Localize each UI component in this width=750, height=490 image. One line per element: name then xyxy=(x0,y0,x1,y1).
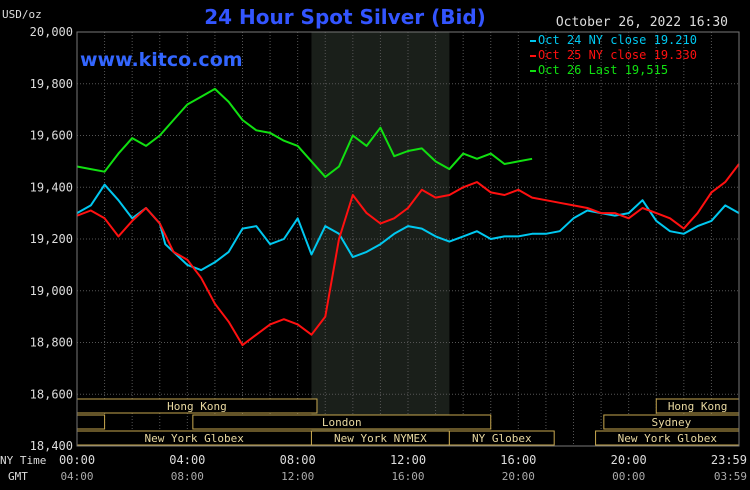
x-axis-label-ny: NY Time xyxy=(0,454,46,467)
x-axis-label-gmt: GMT xyxy=(8,470,28,483)
session-label: New York Globex xyxy=(145,432,245,445)
y-tick-label: 19,800 xyxy=(30,77,73,91)
x-tick-label-gmt: 03:59 xyxy=(714,470,747,483)
y-tick-label: 19,200 xyxy=(30,232,73,246)
y-tick-label: 19,000 xyxy=(30,284,73,298)
legend-entry: Oct 24 NY close 19.210 xyxy=(538,33,697,47)
x-tick-label-gmt: 04:00 xyxy=(60,470,93,483)
x-tick-label-ny: 20:00 xyxy=(611,453,647,467)
plot-area-group: Hong Kong Hong Kong London Sydney New York G… xyxy=(76,31,740,447)
session-label: New York NYMEX xyxy=(334,432,427,445)
session-label: New York Globex xyxy=(618,432,718,445)
legend-entry: Oct 26 Last 19,515 xyxy=(538,63,668,77)
y-tick-label: 20,000 xyxy=(30,25,73,39)
session-bar xyxy=(192,414,492,430)
x-tick-labels: 00:00 04:00 04:00 08:00 08:00 12:00 12:00 16:00… xyxy=(59,453,747,483)
market-sessions: Hong Kong Hong Kong London Sydney New York G… xyxy=(76,398,740,446)
session-label: NY Globex xyxy=(472,432,532,445)
y-tick-label: 18,600 xyxy=(30,387,73,401)
watermark: www.kitco.com xyxy=(80,49,243,71)
legend-swatch xyxy=(530,70,536,72)
y-tick-labels: 20,000 19,800 19,600 19,400 19,200 19,000 18,8… xyxy=(30,25,73,453)
x-tick-label-ny: 23:59 xyxy=(711,453,747,467)
x-tick-label-ny: 08:00 xyxy=(280,453,316,467)
x-tick-label-gmt: 16:00 xyxy=(391,470,424,483)
legend-swatch xyxy=(530,55,536,57)
x-tick-label-ny: 12:00 xyxy=(390,453,426,467)
y-axis-label: USD/oz xyxy=(2,8,42,21)
x-tick-label-ny: 00:00 xyxy=(59,453,95,467)
legend-swatch xyxy=(530,40,536,42)
x-tick-label-ny: 16:00 xyxy=(500,453,536,467)
series-line-oct-25 xyxy=(76,163,740,347)
series-lines xyxy=(76,87,740,347)
timestamp: October 26, 2022 16:30 xyxy=(556,15,728,30)
plot-border xyxy=(76,31,740,447)
y-tick-label: 19,600 xyxy=(30,129,73,143)
chart-title: 24 Hour Spot Silver (Bid) xyxy=(204,5,486,29)
legend-entry: Oct 25 NY close 19.330 xyxy=(538,48,697,62)
session-bar xyxy=(448,430,555,446)
series-line-oct-26 xyxy=(76,87,533,178)
grid xyxy=(77,31,739,447)
y-tick-label: 18,800 xyxy=(30,336,73,350)
y-tick-label: 18,400 xyxy=(30,439,73,453)
y-tick-label: 19,400 xyxy=(30,180,73,194)
x-tick-label-ny: 04:00 xyxy=(169,453,205,467)
x-tick-label-gmt: 20:00 xyxy=(502,470,535,483)
session-bar xyxy=(76,414,106,430)
session-label: Hong Kong xyxy=(668,400,728,413)
session-label: Sydney xyxy=(652,416,692,429)
x-tick-label-gmt: 00:00 xyxy=(612,470,645,483)
x-tick-label-gmt: 12:00 xyxy=(281,470,314,483)
x-tick-label-gmt: 08:00 xyxy=(171,470,204,483)
session-label: Hong Kong xyxy=(167,400,227,413)
session-label: London xyxy=(322,416,362,429)
